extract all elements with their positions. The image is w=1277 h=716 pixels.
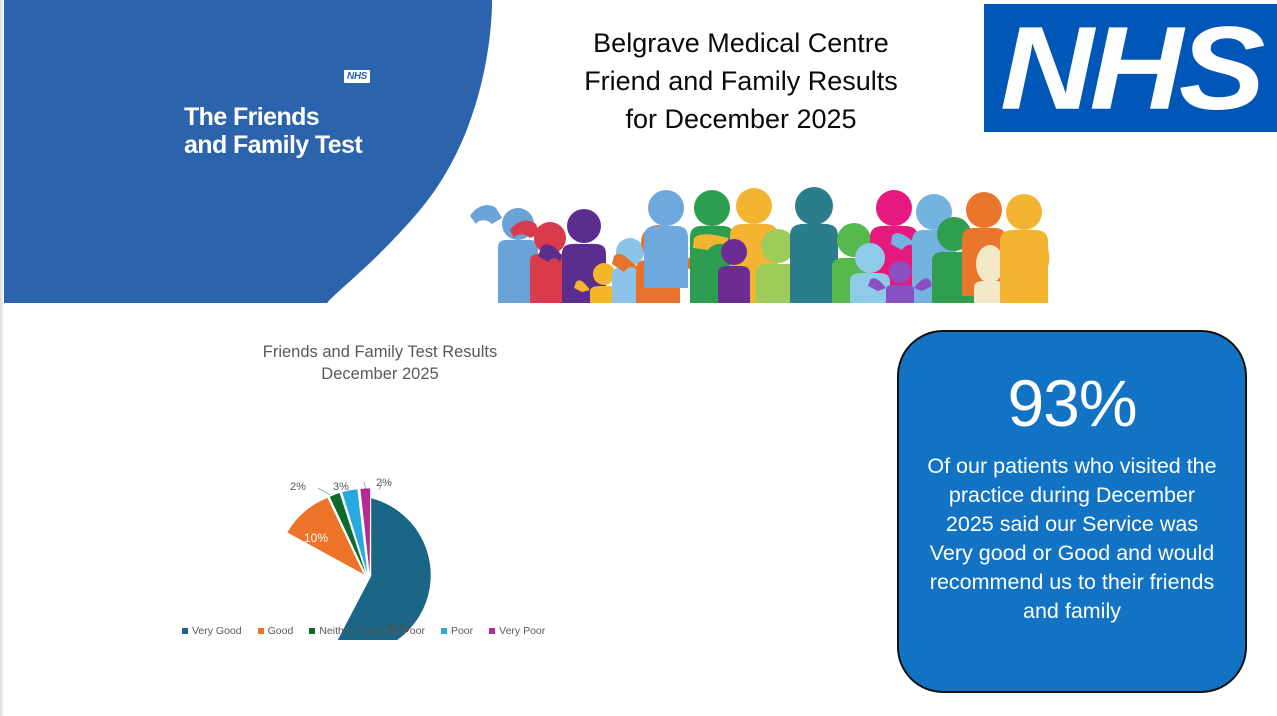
legend-swatch-very-poor (489, 628, 496, 634)
chart-legend: Very Good Good Neither Good nor Poor Poo… (182, 625, 545, 637)
legend-item-neither[interactable]: Neither Good nor Poor (309, 625, 425, 637)
leader-line-verypoor (378, 481, 383, 491)
legend-swatch-very-good (182, 628, 188, 634)
fft-pie-chart: Friends and Family Test Results December… (170, 335, 600, 655)
nhs-mini-logo-icon: NHS (344, 70, 370, 83)
legend-label-very-good: Very Good (192, 625, 242, 637)
pie-slice-neither (329, 493, 366, 574)
legend-label-neither: Neither Good nor Poor (319, 625, 425, 637)
page-title-line2: Friend and Family Results (584, 66, 898, 96)
leader-line-neither (317, 487, 331, 496)
legend-swatch-poor (440, 628, 447, 634)
stat-percentage: 93% (1007, 366, 1137, 440)
chart-title-line1: Friends and Family Test Results (262, 343, 498, 361)
page-title-line3: for December 2025 (625, 104, 857, 134)
page-title: Belgrave Medical Centre Friend and Famil… (516, 24, 966, 138)
legend-label-good: Good (267, 625, 294, 637)
legend-swatch-neither (309, 628, 316, 634)
page-title-line1: Belgrave Medical Centre (593, 28, 889, 58)
nhs-logo-text: NHS (1000, 4, 1265, 132)
pie-slice-good (287, 498, 364, 575)
pie-label-very-poor: 2% (376, 477, 392, 489)
crowd-illustration-icon (462, 178, 1052, 303)
pie-slice-very-poor (360, 488, 371, 574)
pie-label-poor: 3% (333, 481, 349, 493)
legend-item-very-poor[interactable]: Very Poor (489, 625, 545, 637)
page-left-edge (0, 0, 4, 716)
pie-label-good: 10% (304, 531, 328, 545)
fft-banner: NHS The Friends and Family Test (0, 0, 500, 303)
legend-item-good[interactable]: Good (257, 625, 294, 637)
fft-title-line1: The Friends (184, 103, 320, 131)
pie-slice-poor (342, 489, 368, 574)
legend-label-poor: Poor (450, 625, 474, 637)
pie-label-very-good: 83% (387, 623, 409, 635)
legend-item-very-good[interactable]: Very Good (182, 625, 242, 637)
legend-swatch-good (257, 628, 264, 634)
legend-item-poor[interactable]: Poor (440, 625, 474, 637)
pie-plot-area: 2% 3% 2% 10% 83% (170, 390, 600, 655)
header-band: NHS The Friends and Family Test Belgrave… (0, 0, 1277, 303)
legend-label-very-poor: Very Poor (499, 625, 546, 637)
chart-title: Friends and Family Test Results December… (170, 335, 590, 385)
stat-description: Of our patients who visited the practice… (927, 454, 1217, 623)
chart-title-line2: December 2025 (321, 365, 439, 383)
pie-slice-very-good (331, 498, 431, 655)
stat-box: 93% Of our patients who visited the prac… (897, 330, 1247, 693)
nhs-logo: NHS (984, 4, 1277, 132)
pie-label-neither: 2% (290, 481, 306, 493)
fft-logo: NHS The Friends and Family Test (184, 66, 404, 159)
fft-title-line2: and Family Test (184, 131, 363, 159)
fft-title: The Friends and Family Test (184, 103, 404, 159)
